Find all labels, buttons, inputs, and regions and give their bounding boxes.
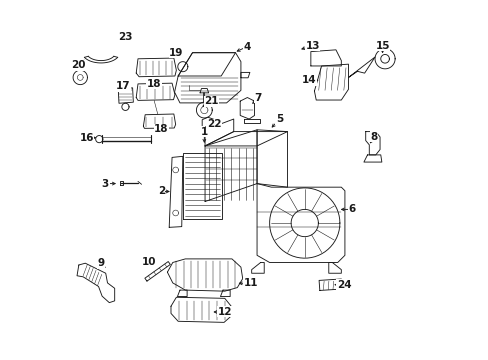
Text: 23: 23: [118, 32, 132, 42]
Text: 20: 20: [71, 60, 86, 70]
Text: 18: 18: [146, 79, 161, 89]
Text: 4: 4: [243, 42, 250, 51]
Text: 7: 7: [254, 93, 261, 103]
Text: 21: 21: [204, 96, 218, 106]
Text: 2: 2: [157, 186, 164, 197]
Text: 3: 3: [102, 179, 109, 189]
Text: 16: 16: [79, 133, 94, 143]
Text: 18: 18: [154, 124, 168, 134]
Text: 17: 17: [116, 81, 130, 91]
Text: 5: 5: [275, 114, 283, 124]
Text: 1: 1: [200, 127, 207, 136]
Text: 13: 13: [305, 41, 319, 50]
Text: 19: 19: [169, 48, 183, 58]
Text: 12: 12: [217, 307, 231, 317]
Text: 6: 6: [348, 204, 355, 215]
Text: 24: 24: [336, 280, 351, 290]
Text: 10: 10: [142, 257, 156, 267]
Text: 9: 9: [97, 258, 104, 268]
Text: 22: 22: [206, 120, 221, 129]
Text: 8: 8: [370, 132, 377, 142]
Text: 14: 14: [301, 75, 316, 85]
Text: 15: 15: [375, 41, 389, 50]
Text: 11: 11: [243, 278, 258, 288]
